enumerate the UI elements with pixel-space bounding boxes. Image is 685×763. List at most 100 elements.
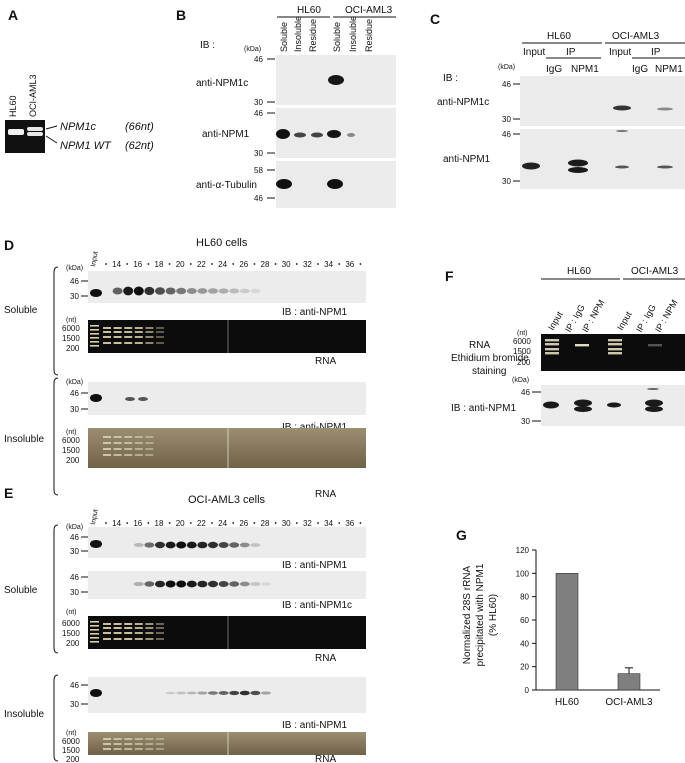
- chart-y-tick-label: 0: [525, 686, 530, 695]
- panel-b-lane-1: Soluble: [279, 22, 289, 52]
- panel-f-kda-unit: (kDa): [512, 377, 529, 384]
- blot-band: [186, 580, 197, 588]
- rna-band: [113, 632, 122, 634]
- panel-f-nt-marker: 6000: [513, 337, 531, 346]
- blot-band: [155, 541, 165, 549]
- panel-d: D HL60 cells Input 14 16 18 20 22 24 26 28 30 32 3…: [4, 237, 366, 500]
- blot-band: [208, 580, 218, 588]
- rna-band: [156, 342, 164, 344]
- panel-d-kda-marker: 30: [70, 292, 79, 301]
- rna-band: [124, 748, 133, 750]
- fraction-dot: [317, 522, 319, 524]
- rna-band: [145, 623, 154, 625]
- panel-b-marker: 46: [254, 194, 263, 203]
- panel-f-lane-3: IP : NPM: [580, 298, 607, 334]
- chart-ylabel-line-2: precipitated with NPM1: [475, 563, 486, 666]
- rna-band: [103, 638, 111, 640]
- rna-band: [113, 638, 122, 640]
- panel-d-soluble-bands: [112, 286, 261, 296]
- panel-e-ib-1: IB : anti-NPM1: [282, 560, 347, 571]
- chart-category-label: HL60: [555, 697, 579, 708]
- panel-f-nt-marker: 1500: [513, 347, 531, 356]
- rna-band: [113, 336, 122, 338]
- panel-f-nt-unit: (nt): [517, 330, 528, 337]
- blot-band: [250, 543, 261, 547]
- rna-band: [134, 638, 143, 640]
- panel-b-row-label-npm1c: anti-NPM1c: [196, 78, 248, 89]
- panel-f-rna-bands: [545, 339, 662, 355]
- panel-a-band-wt: NPM1 WT: [60, 140, 112, 152]
- panel-e-npm1c-bands: [133, 580, 271, 588]
- panel-f-band: [543, 401, 559, 409]
- blot-band: [133, 581, 144, 587]
- blot-band: [239, 690, 250, 696]
- rna-band: [124, 342, 133, 344]
- rna-band: [156, 738, 164, 740]
- fraction-dot: [295, 263, 298, 265]
- panel-d-title: HL60 cells: [196, 237, 248, 249]
- panel-f-band: [647, 388, 659, 390]
- panel-f-group-oci: OCI-AML3: [631, 266, 679, 277]
- panel-f-kda-marker: 46: [521, 388, 530, 397]
- panel-c-band: [615, 165, 629, 169]
- fraction-label: 14: [112, 260, 121, 269]
- blot-band: [218, 691, 229, 695]
- blot-band: [197, 288, 208, 294]
- rna-ladder-band: [90, 641, 99, 643]
- panel-d-gel-insoluble: [88, 428, 366, 468]
- rna-band: [145, 454, 154, 456]
- panel-f-kda-marker: 30: [521, 417, 530, 426]
- rna-band: [124, 331, 133, 333]
- fraction-dot: [147, 263, 150, 265]
- panel-b-band: [327, 179, 343, 189]
- panel-f-lane-4: Input: [615, 309, 634, 332]
- rna-band: [124, 442, 133, 444]
- panel-e-nt-marker: 200: [66, 639, 80, 648]
- panel-f-band: [574, 399, 592, 407]
- fraction-dot: [295, 522, 298, 524]
- fraction-label: 28: [261, 260, 270, 269]
- rna-band: [145, 436, 154, 438]
- fraction-label: 22: [197, 519, 206, 528]
- rna-band: [113, 448, 122, 450]
- rna-band: [113, 442, 122, 444]
- panel-e-kda-marker: 30: [70, 547, 79, 556]
- rna-band: [134, 442, 143, 444]
- panel-b-band: [276, 179, 292, 189]
- panel-e-nt-unit: (nt): [66, 730, 77, 737]
- blot-band: [218, 541, 229, 549]
- panel-d-kda-unit: (kDa): [66, 265, 83, 272]
- rna-band: [124, 738, 133, 740]
- panel-c-ib-label: IB :: [443, 73, 458, 84]
- rna-ladder-band: [90, 329, 99, 331]
- panel-e-input-label: Input: [90, 509, 100, 526]
- panel-c-blot-npm1: [520, 129, 685, 189]
- rna-ladder-band: [90, 637, 99, 639]
- panel-f-ib-label: IB : anti-NPM1: [451, 403, 516, 414]
- rna-band: [156, 623, 164, 625]
- rna-band: [103, 442, 111, 444]
- blot-band: [208, 541, 218, 549]
- panel-e-npm1-bands: [133, 541, 261, 549]
- panel-d-kda-marker: 46: [70, 277, 79, 286]
- fraction-label: 34: [324, 519, 333, 528]
- fraction-label: 32: [303, 260, 312, 269]
- rna-band: [608, 348, 622, 351]
- panel-d-input-band: [90, 394, 102, 402]
- rna-ladder-band: [90, 341, 99, 343]
- blot-band: [261, 582, 271, 586]
- fraction-dot: [317, 263, 319, 265]
- rna-band: [545, 343, 559, 346]
- fraction-label: 18: [155, 260, 164, 269]
- panel-c-band: [613, 105, 631, 111]
- panel-e-soluble-bracket: [53, 524, 59, 654]
- panel-d-band: [138, 397, 148, 401]
- rna-band: [156, 748, 164, 750]
- panel-b-lane-3: Residue: [308, 19, 318, 52]
- blot-band: [186, 691, 197, 695]
- panel-b-marker: 30: [254, 149, 263, 158]
- rna-band: [145, 336, 154, 338]
- panel-f-group-hl60: HL60: [567, 266, 591, 277]
- fraction-label: 30: [282, 519, 291, 528]
- rna-band: [156, 331, 164, 333]
